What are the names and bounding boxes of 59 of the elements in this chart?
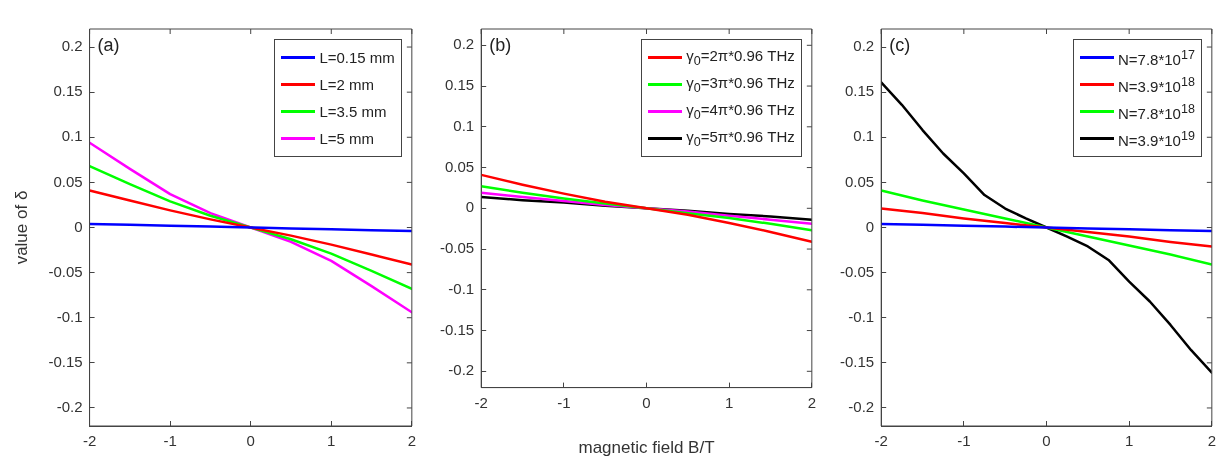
- y-tick-label: -0.15: [48, 352, 83, 370]
- y-tick-label: -0.15: [439, 320, 475, 338]
- y-tick-label: -0.2: [448, 361, 475, 379]
- x-tick-label: 2: [1207, 432, 1216, 450]
- x-tick-label: 1: [327, 432, 336, 450]
- annotation: (c): [889, 34, 911, 55]
- y-tick-label: -0.05: [839, 262, 875, 280]
- x-axis-title: magnetic field B/T: [578, 438, 715, 458]
- x-tick-label: 2: [807, 393, 816, 411]
- y-tick-label: 0.2: [853, 37, 875, 55]
- y-tick-label: -0.1: [56, 307, 83, 325]
- legend-label: L=2 mm: [319, 76, 374, 93]
- y-tick-label: -0.2: [56, 398, 83, 416]
- y-tick-label: -0.1: [848, 307, 875, 325]
- y-tick-label: 0.15: [444, 76, 475, 94]
- legend-label: N=3.9*10$^{18}$: [1117, 74, 1195, 95]
- y-tick-label: 0.15: [53, 82, 83, 100]
- y-tick-label: 0: [465, 198, 475, 216]
- legend-label: γ$_{0}$=3π*0.96 THz: [686, 74, 795, 95]
- y-axis-title: value of δ: [11, 190, 31, 265]
- x-tick-label: -1: [163, 432, 177, 450]
- y-tick-label: 0.1: [853, 127, 875, 145]
- legend-label: N=7.8*10$^{18}$: [1117, 101, 1195, 122]
- annotation: (b): [489, 34, 512, 55]
- legend-label: L=0.15 mm: [319, 49, 395, 66]
- y-tick-label: 0.05: [53, 172, 83, 190]
- x-tick-label: 1: [725, 393, 734, 411]
- y-tick-label: 0: [74, 217, 83, 235]
- x-tick-label: -2: [82, 432, 97, 450]
- y-tick-label: 0.1: [453, 116, 475, 134]
- x-tick-label: 2: [407, 432, 416, 450]
- x-tick-label: -1: [957, 432, 971, 450]
- x-tick-label: 0: [642, 393, 651, 411]
- legend-label: γ$_{0}$=4π*0.96 THz: [686, 101, 795, 122]
- x-tick-label: -2: [474, 393, 488, 411]
- y-tick-label: -0.1: [448, 279, 475, 297]
- annotation: (a): [97, 34, 120, 55]
- x-tick-label: 0: [246, 432, 255, 450]
- legend-label: N=7.8*10$^{17}$: [1117, 47, 1195, 68]
- x-tick-label: -2: [874, 432, 888, 450]
- y-tick-label: 0.2: [453, 35, 475, 53]
- y-tick-label: 0: [865, 217, 875, 235]
- y-tick-label: -0.15: [839, 352, 875, 370]
- legend-label: L=3.5 mm: [319, 103, 387, 120]
- x-tick-label: 0: [1042, 432, 1051, 450]
- y-tick-label: 0.05: [844, 172, 875, 190]
- y-tick-label: 0.1: [61, 127, 83, 145]
- legend-label: γ$_{0}$=2π*0.96 THz: [686, 47, 795, 68]
- x-tick-label: -1: [557, 393, 571, 411]
- y-tick-label: 0.05: [444, 157, 475, 175]
- legend-label: L=5 mm: [319, 130, 374, 147]
- y-tick-label: -0.05: [48, 262, 83, 280]
- legend-label: N=3.9*10$^{19}$: [1117, 128, 1195, 149]
- y-tick-label: 0.15: [844, 82, 875, 100]
- y-tick-label: -0.2: [848, 398, 875, 416]
- y-tick-label: 0.2: [61, 37, 83, 55]
- x-tick-label: 1: [1125, 432, 1134, 450]
- legend-label: γ$_{0}$=5π*0.96 THz: [686, 128, 795, 149]
- y-tick-label: -0.05: [439, 239, 475, 257]
